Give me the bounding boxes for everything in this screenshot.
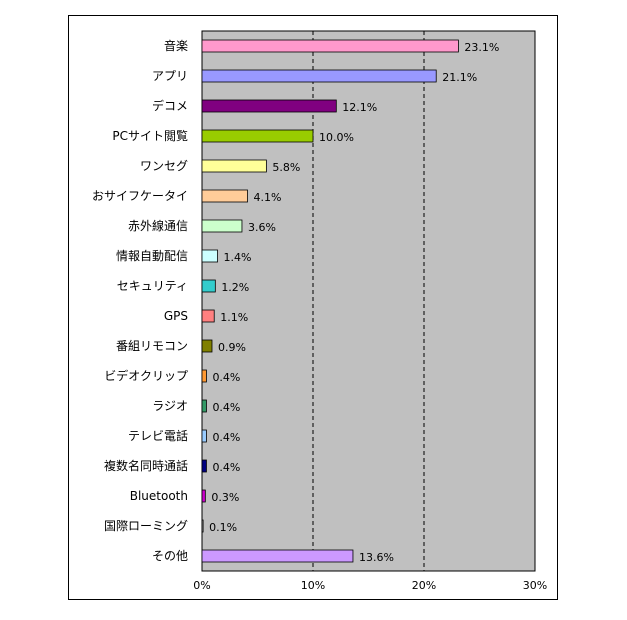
value-label-13: 0.4% — [212, 401, 240, 414]
bar-3 — [201, 99, 337, 113]
bar-18 — [201, 549, 354, 563]
bar-6 — [201, 189, 248, 203]
value-label-6: 4.1% — [254, 191, 282, 204]
bar-14 — [201, 429, 207, 443]
category-label-12: ビデオクリップ — [104, 368, 188, 383]
value-label-16: 0.3% — [211, 491, 239, 504]
x-tick-label-4: 30% — [523, 579, 547, 592]
value-label-15: 0.4% — [212, 461, 240, 474]
bar-12 — [201, 369, 207, 383]
value-label-1: 23.1% — [464, 41, 499, 54]
bar-2 — [201, 69, 437, 83]
category-label-17: 国際ローミング — [104, 519, 188, 533]
category-label-4: PCサイト閲覧 — [112, 129, 188, 143]
x-tick-label-2: 10% — [301, 579, 325, 592]
value-label-8: 1.4% — [224, 251, 252, 264]
bar-10 — [201, 309, 215, 323]
category-label-3: デコメ — [152, 98, 188, 113]
category-label-10: GPS — [164, 309, 188, 323]
bar-7 — [201, 219, 243, 233]
category-label-1: 音楽 — [164, 38, 188, 53]
bar-15 — [201, 459, 207, 473]
bar-17 — [201, 519, 204, 533]
bar-16 — [201, 489, 206, 503]
category-label-7: 赤外線通信 — [128, 218, 188, 233]
category-label-18: その他 — [152, 549, 188, 563]
category-label-11: 番組リモコン — [116, 339, 188, 353]
value-label-9: 1.2% — [221, 281, 249, 294]
value-label-5: 5.8% — [272, 161, 300, 174]
bar-8 — [201, 249, 218, 263]
category-label-6: おサイフケータイ — [92, 189, 188, 203]
category-label-15: 複数名同時通話 — [104, 458, 188, 473]
category-label-13: ラジオ — [152, 399, 188, 413]
category-label-8: 情報自動配信 — [116, 249, 188, 263]
bar-1 — [201, 39, 459, 53]
value-label-4: 10.0% — [319, 131, 354, 144]
value-label-18: 13.6% — [359, 551, 394, 564]
value-label-10: 1.1% — [220, 311, 248, 324]
bar-13 — [201, 399, 207, 413]
x-tick-label-1: 0% — [193, 579, 210, 592]
value-label-12: 0.4% — [212, 371, 240, 384]
plot-area — [201, 30, 536, 572]
chart-frame: 音楽アプリデコメ PCサイト閲覧ワンセグおサイフケータイ赤外線通信情報自動配信 セキ… — [68, 15, 558, 600]
category-label-5: ワンセグ — [140, 159, 188, 173]
category-label-14: テレビ電話 — [128, 428, 188, 443]
category-label-9: セキュリティ — [117, 279, 188, 293]
category-label-2: アプリ — [152, 69, 188, 83]
bar-5 — [201, 159, 267, 173]
value-label-11: 0.9% — [218, 341, 246, 354]
value-label-3: 12.1% — [342, 101, 377, 114]
category-label-16: Bluetooth — [130, 489, 188, 503]
value-label-14: 0.4% — [212, 431, 240, 444]
bar-11 — [201, 339, 213, 353]
bar-9 — [201, 279, 216, 293]
bar-4 — [201, 129, 314, 143]
value-label-2: 21.1% — [442, 71, 477, 84]
x-tick-label-3: 20% — [412, 579, 436, 592]
value-label-17: 0.1% — [209, 521, 237, 534]
value-label-7: 3.6% — [248, 221, 276, 234]
